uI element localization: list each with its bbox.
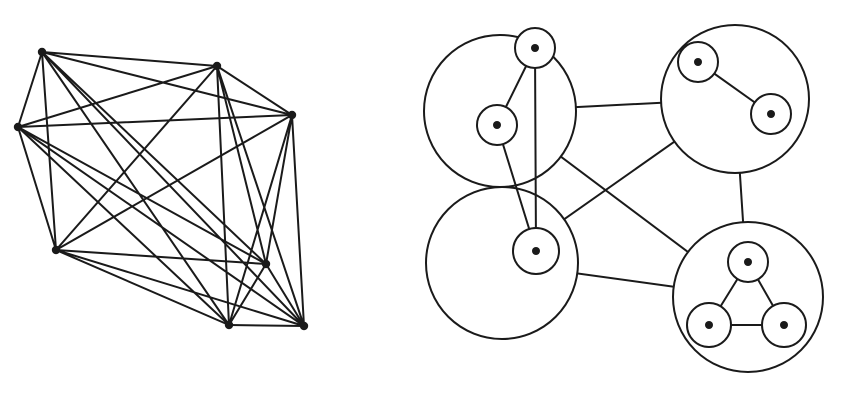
node-n8 [761, 302, 807, 348]
complete-graph-panel [13, 47, 309, 331]
edge-b-g [216, 65, 230, 326]
node-n4 [750, 93, 792, 135]
vertex-c [13, 122, 23, 132]
vertex-b [212, 61, 222, 71]
edge-e-g [55, 249, 230, 326]
edge-d-e [55, 114, 293, 251]
edge-a-f [41, 51, 267, 265]
edge-d-f [265, 114, 293, 265]
edge-f-h [265, 263, 305, 327]
node-dot-n3 [694, 58, 702, 66]
edge-c-h [17, 126, 305, 327]
vertex-f [261, 259, 271, 269]
node-dot-n4 [767, 110, 775, 118]
node-n5 [512, 227, 560, 275]
edge-a-h [41, 51, 305, 327]
node-n6 [727, 241, 769, 283]
cluster-bottom-left [425, 186, 579, 340]
vertex-h [299, 321, 309, 331]
vertex-g [224, 320, 234, 330]
edge-d-h [291, 114, 305, 327]
edge-g-h [228, 324, 305, 327]
edge-a-c [17, 51, 43, 128]
complete-graph-vertices [13, 47, 309, 331]
vertex-d [287, 110, 297, 120]
edge-b-h [216, 65, 305, 327]
node-circles [476, 27, 807, 348]
edge-b-e [55, 65, 218, 251]
node-edge-n1-n5 [534, 47, 537, 252]
edge-d-g [228, 114, 293, 326]
vertex-e [51, 245, 61, 255]
edge-a-e [41, 51, 57, 251]
node-dot-n7 [705, 321, 713, 329]
node-dot-n2 [493, 121, 501, 129]
node-n3 [677, 41, 719, 83]
node-n2 [476, 104, 518, 146]
vertex-a [37, 47, 47, 57]
edge-c-d [17, 114, 293, 128]
complete-graph-edges [17, 51, 305, 327]
edge-c-e [17, 126, 57, 251]
edge-e-h [55, 249, 305, 327]
edge-b-d [216, 65, 293, 116]
edge-f-g [228, 263, 267, 326]
cluster-graph-panel [423, 24, 824, 373]
node-dot-n1 [531, 44, 539, 52]
edge-a-d [41, 51, 293, 116]
node-n1 [514, 27, 556, 69]
node-dot-n8 [780, 321, 788, 329]
edge-c-f [17, 126, 267, 265]
node-n7 [686, 302, 732, 348]
edge-b-c [17, 65, 218, 128]
node-dot-n5 [532, 247, 540, 255]
node-dot-n6 [744, 258, 752, 266]
edge-e-f [55, 249, 267, 265]
edge-a-b [41, 51, 218, 67]
edge-a-g [41, 51, 230, 326]
